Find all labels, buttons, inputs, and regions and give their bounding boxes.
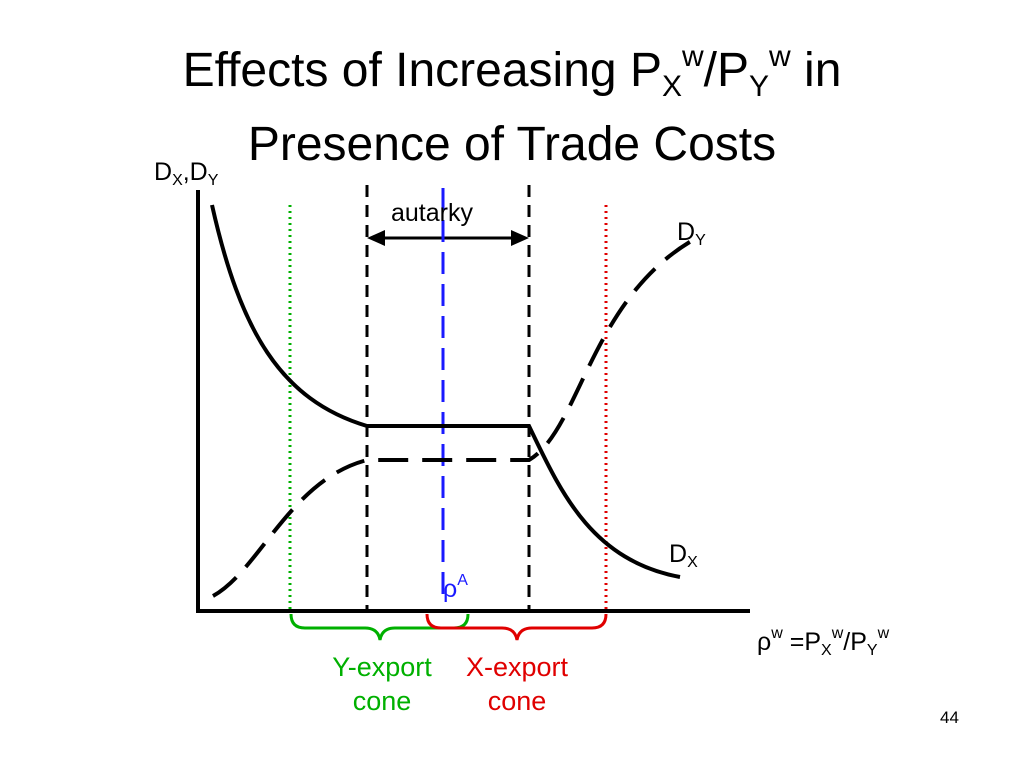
title-line-2: Presence of Trade Costs — [247, 118, 777, 171]
rhoA-label: ρA — [443, 572, 468, 604]
y-export-cone-line2: cone — [352, 686, 412, 716]
autarky-arrow-left-head — [367, 230, 385, 246]
x-export-cone-label: X-export cone — [442, 650, 592, 718]
y-axis-label: DX,DY — [154, 158, 219, 189]
autarky-label: autarky — [391, 199, 473, 227]
slide-title: Effects of Increasing PXw/PYw in Presenc… — [0, 28, 1024, 174]
title-line-1: Effects of Increasing PXw/PYw in — [182, 40, 842, 103]
dx-curve — [210, 204, 681, 579]
y-export-cone-label: Y-export cone — [307, 650, 457, 718]
page-number: 44 — [940, 708, 959, 727]
dy-curve-label: DY — [677, 218, 706, 249]
x-export-cone-line2: cone — [487, 686, 547, 716]
x-axis-label: ρw =PXw/PYw — [757, 625, 890, 659]
autarky-arrow-right-head — [511, 230, 529, 246]
dy-curve — [212, 238, 695, 598]
dx-curve-label: DX — [669, 540, 698, 571]
x-export-cone-brace — [425, 613, 608, 641]
x-export-cone-line1: X-export — [465, 652, 569, 682]
y-export-cone-line1: Y-export — [332, 652, 432, 682]
